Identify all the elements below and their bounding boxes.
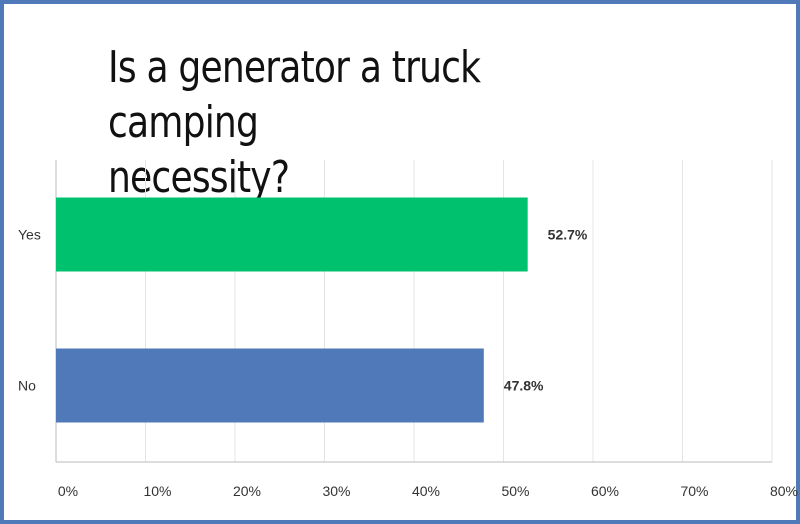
x-tick-label: 80% — [770, 483, 798, 499]
x-tick-label: 10% — [143, 483, 171, 499]
bar-no — [56, 348, 484, 423]
x-tick-label: 40% — [412, 483, 440, 499]
x-tick-label: 50% — [501, 483, 529, 499]
x-tick-label: 70% — [680, 483, 708, 499]
data-label: 47.8% — [504, 378, 544, 394]
data-label: 52.7% — [548, 227, 588, 243]
chart-title: Is a generator a truck camping necessity… — [108, 42, 481, 203]
x-tick-label: 30% — [322, 483, 350, 499]
bar-yes — [56, 197, 528, 272]
category-label: Yes — [18, 227, 41, 243]
x-tick-label: 20% — [233, 483, 261, 499]
x-tick-label: 60% — [591, 483, 619, 499]
x-tick-label: 0% — [58, 483, 78, 499]
category-label: No — [18, 378, 36, 394]
